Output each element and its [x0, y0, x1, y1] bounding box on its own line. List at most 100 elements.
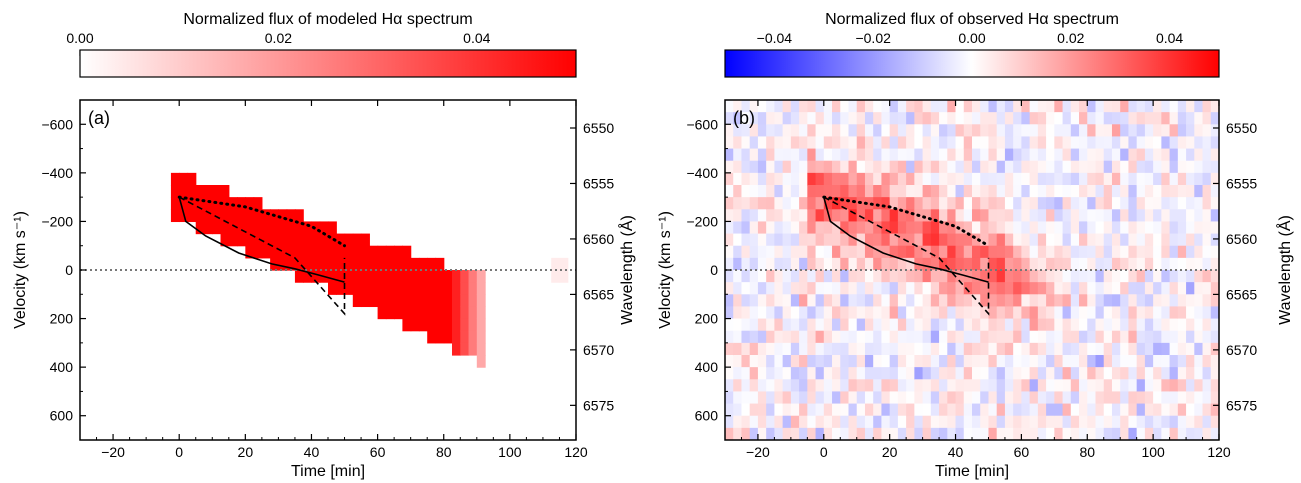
heatmap-cell	[1062, 306, 1072, 320]
heatmap-cell	[725, 112, 734, 125]
heatmap-cell	[955, 197, 965, 210]
heatmap-cell	[823, 245, 833, 259]
x-tick-label: 120	[1207, 444, 1231, 460]
heatmap-cell	[1095, 100, 1105, 113]
heatmap-cell	[1037, 342, 1047, 356]
heatmap-cell	[1120, 342, 1130, 356]
heatmap-cell	[1095, 136, 1105, 150]
heatmap-cell	[1136, 330, 1146, 344]
heatmap-cell	[832, 403, 841, 417]
heatmap-cell	[1202, 391, 1212, 405]
heatmap-cell	[741, 160, 751, 174]
heatmap-cell	[873, 233, 883, 247]
heatmap-cell	[1070, 355, 1080, 368]
dotted-curve	[177, 195, 346, 248]
x-tick-label: 80	[1079, 444, 1095, 460]
heatmap-cell	[1111, 403, 1121, 417]
heatmap-cell	[766, 306, 775, 320]
heatmap-cell	[460, 330, 470, 344]
heatmap-cell	[1103, 367, 1113, 380]
heatmap-cell	[972, 282, 981, 295]
heatmap-cell	[774, 318, 784, 332]
heatmap-cell	[1194, 221, 1204, 235]
heatmap-cell	[476, 270, 486, 283]
heatmap-cell	[410, 318, 420, 332]
heatmap-cell	[939, 233, 948, 247]
panel-label-a: (a)	[88, 108, 110, 128]
heatmap-cell	[840, 185, 850, 198]
heatmap-cell	[733, 221, 743, 235]
heatmap-cell	[427, 257, 437, 271]
heatmap-cell	[757, 124, 767, 138]
heatmap-cell	[253, 221, 263, 235]
heatmap-cell	[1202, 221, 1212, 235]
heatmap-cell	[1054, 172, 1064, 186]
dotted-curve	[822, 195, 990, 248]
heatmap-cell	[815, 318, 825, 332]
heatmap-cell	[1210, 197, 1219, 210]
heatmap-cell	[1202, 415, 1212, 429]
heatmap-cell	[1013, 294, 1022, 308]
heatmap-cell	[1046, 427, 1055, 440]
heatmap-cell	[1087, 136, 1097, 150]
heatmap-cell	[906, 197, 915, 210]
x-tick-label: 100	[498, 444, 522, 460]
heatmap-cell	[1177, 318, 1187, 332]
heatmap-cell	[823, 379, 833, 393]
heatmap-cell	[303, 221, 313, 235]
heatmap-cell	[955, 355, 965, 368]
heatmap-cell	[906, 379, 915, 393]
heatmap-cell	[996, 233, 1006, 247]
heatmap-cell	[947, 257, 957, 271]
heatmap-cell	[782, 282, 792, 295]
heatmap-cell	[1120, 160, 1130, 174]
heatmap-cell	[1037, 233, 1047, 247]
heatmap-cell	[972, 355, 981, 368]
heatmap-cell	[963, 233, 973, 247]
heatmap-cell	[840, 233, 850, 247]
heatmap-cell	[1029, 415, 1039, 429]
heatmap-cell	[1037, 306, 1047, 320]
heatmap-cell	[1079, 245, 1088, 259]
heatmap-cell	[823, 172, 833, 186]
colorbar-tick-label: −0.02	[855, 30, 891, 46]
heatmap-cell	[1103, 391, 1113, 405]
heatmap-cell	[1013, 148, 1022, 162]
heatmap-cell	[1029, 355, 1039, 368]
heatmap-cell	[1111, 209, 1121, 223]
heatmap-cell	[972, 136, 981, 150]
heatmap-cell	[1021, 245, 1031, 259]
heatmap-cell	[873, 415, 883, 429]
heatmap-cell	[1194, 427, 1204, 440]
axes-a: −20 0 20 40 60 80 100 120−600−400−2000200400600…	[41, 99, 614, 460]
heatmap-cell	[170, 197, 180, 210]
heatmap-cell	[1202, 160, 1212, 174]
heatmap-cell	[873, 148, 883, 162]
heatmap-cell	[922, 270, 932, 283]
heatmap-cell	[1087, 148, 1097, 162]
right-tick-label: 6570	[1226, 342, 1257, 358]
heatmap-cell	[1144, 136, 1154, 150]
heatmap-cell	[1103, 209, 1113, 223]
heatmap-cell	[766, 160, 775, 174]
heatmap-cell	[906, 294, 915, 308]
heatmap-cell	[972, 209, 981, 223]
heatmap-cell	[733, 257, 743, 271]
heatmap-cell	[947, 427, 957, 440]
heatmap-cell	[1177, 415, 1187, 429]
heatmap-cell	[1161, 306, 1171, 320]
heatmap-cell	[832, 160, 841, 174]
heatmap-cell	[988, 294, 998, 308]
heatmap-cell	[881, 427, 891, 440]
heatmap-cell	[1004, 100, 1014, 113]
heatmap-cell	[1194, 282, 1204, 295]
heatmap-cell	[914, 318, 924, 332]
heatmap-cell	[823, 318, 833, 332]
heatmap-cell	[1054, 306, 1064, 320]
heatmap-cell	[757, 355, 767, 368]
panel-a: Normalized flux of modeled Hα spectrum 0…	[12, 11, 636, 480]
heatmap-cell	[864, 318, 874, 332]
heatmap-cell	[319, 257, 329, 271]
heatmap-cell	[1169, 185, 1179, 198]
heatmap-cell	[1128, 160, 1138, 174]
